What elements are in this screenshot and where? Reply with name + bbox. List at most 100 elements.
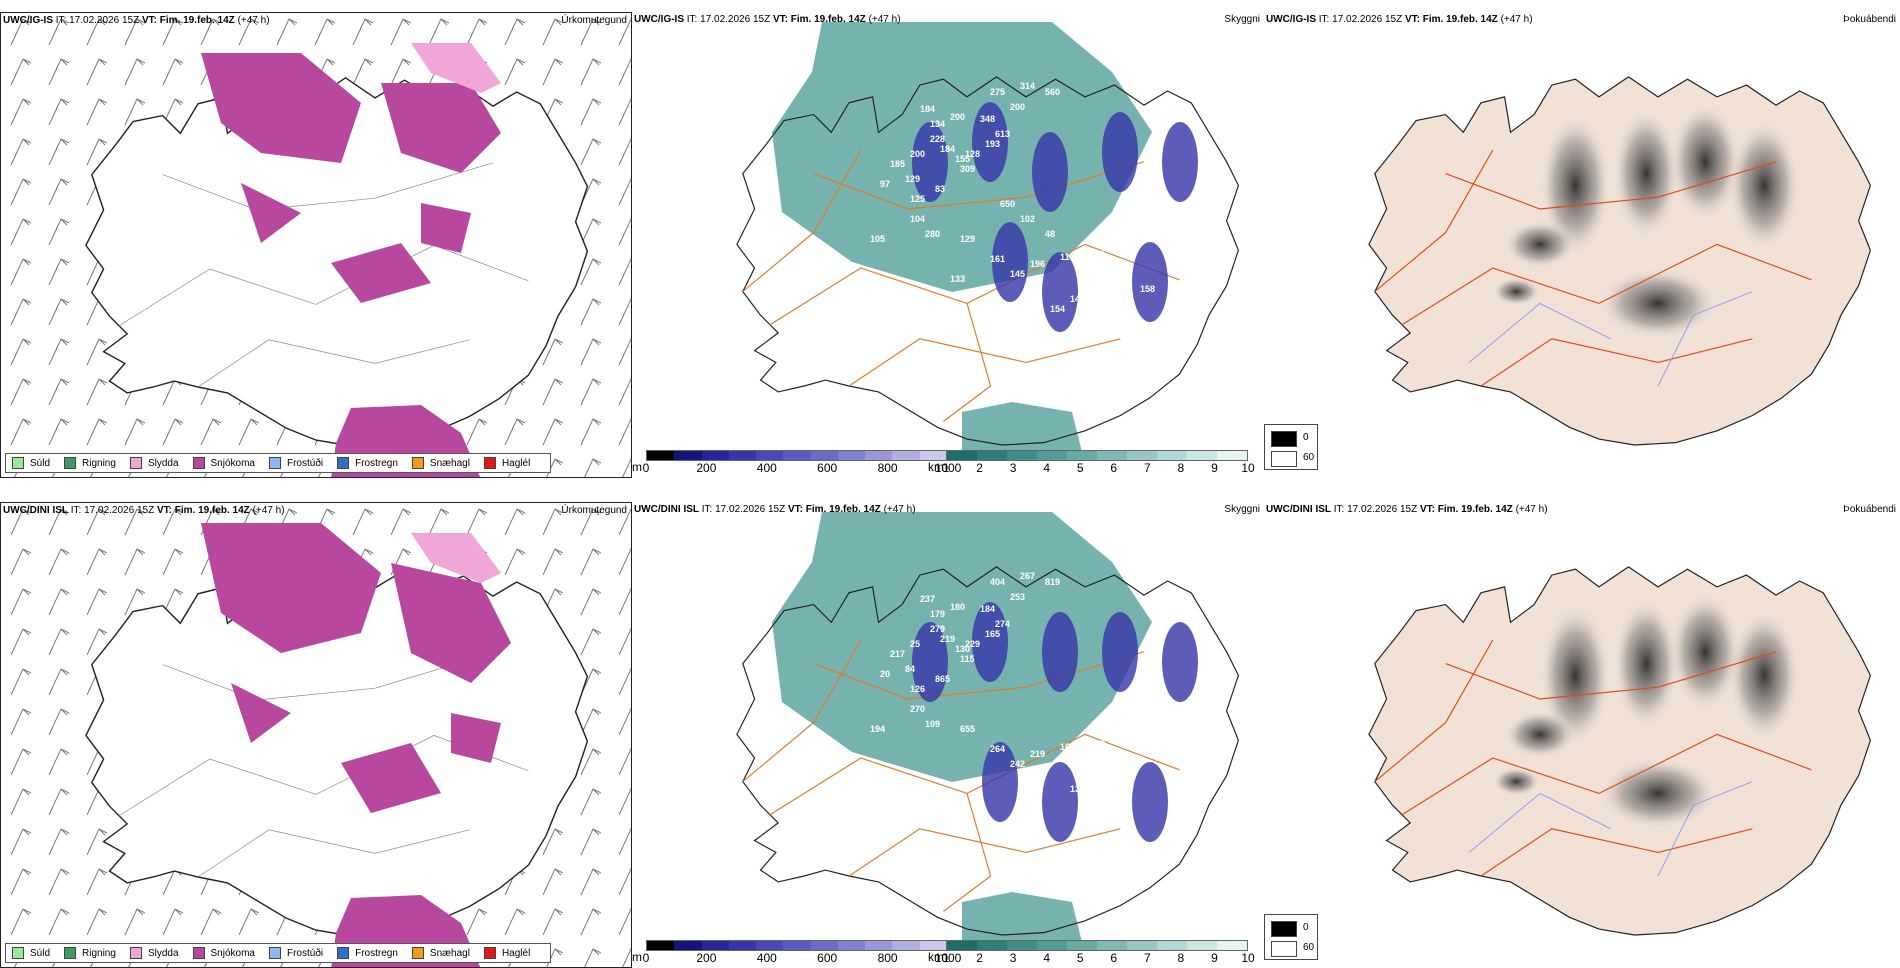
ceiling-colorbar: 0 200 400 600 800 1000 m	[632, 450, 961, 475]
colorbar-tick: 600	[817, 461, 838, 475]
ceiling-value-label: 179	[930, 609, 945, 619]
ceiling-value-label: 128	[965, 149, 980, 159]
ceiling-value-label: 165	[985, 629, 1000, 639]
fog-indicator-panel: Þokuábendi 0 60 UWC/DINI ISL IT: 17.02.2…	[1264, 502, 1900, 968]
colorbar-tick: 3	[1009, 461, 1017, 475]
run-header: UWC/DINI ISL IT: 17.02.2026 15Z VT: Fim.…	[3, 505, 285, 516]
ceiling-value-label: 819	[1045, 577, 1060, 587]
ceiling-value-label: 193	[985, 139, 1000, 149]
ceiling-value-label: 83	[935, 184, 945, 194]
legend-item: Slydda	[129, 947, 179, 959]
run-header: UWC/DINI ISL IT: 17.02.2026 15Z VT: Fim.…	[1266, 504, 1548, 515]
legend-swatch	[411, 457, 424, 469]
ceiling-value-label: 161	[990, 254, 1005, 264]
legend-item: Slydda	[129, 457, 179, 469]
ceiling-value-label: 134	[930, 119, 945, 129]
legend-label: Slydda	[147, 947, 179, 959]
run-header: UWC/IG-IS IT: 17.02.2026 15Z VT: Fim. 19…	[1266, 14, 1533, 25]
ceiling-value-label: 267	[1020, 571, 1035, 581]
legend-label: Snæhagl	[429, 947, 470, 959]
ceiling-value-label: 121	[1090, 249, 1105, 259]
ceiling-value-label: 241	[1120, 309, 1135, 319]
ceiling-value-label: 104	[910, 214, 925, 224]
ceiling-value-label: 655	[960, 724, 975, 734]
snow-area	[451, 713, 501, 763]
ceiling-value-label: 314	[1020, 81, 1035, 91]
legend-swatch	[129, 947, 142, 959]
ceiling-value-label: 280	[925, 229, 940, 239]
snow-area	[201, 53, 361, 163]
ceiling-value-label: 185	[890, 159, 905, 169]
low-ceiling-area	[912, 622, 948, 702]
fog-title: Þokuábendi	[1843, 14, 1896, 25]
sleet-area	[411, 533, 501, 583]
fog-title: Þokuábendi	[1843, 504, 1896, 515]
ceiling-visibility-panel: 560 314 275 200 348 613 128 228 193 309 184 200 134 1…	[632, 12, 1264, 478]
legend-label: Frostúði	[286, 457, 324, 469]
ceiling-value-label: 102	[1020, 214, 1035, 224]
snow-area	[231, 683, 291, 743]
colorbar-tick: 7	[1143, 951, 1151, 965]
ceiling-visibility-panel: 819 267 404 253 184 274 229 279 165 115 237 180 179 2…	[632, 502, 1264, 968]
ceiling-value-label: 404	[990, 577, 1005, 587]
legend-item: Frostregn	[337, 457, 398, 469]
legend-swatch	[337, 457, 350, 469]
ceiling-value-label: 180	[950, 602, 965, 612]
colorbar-tick: 200	[696, 951, 717, 965]
model-name: UWC/DINI ISL	[634, 504, 699, 515]
colorbar-tick: 8	[1177, 951, 1185, 965]
ceiling-value-label: 196	[1030, 259, 1045, 269]
ceiling-value-label: 217	[890, 649, 905, 659]
ceiling-value-label: 154	[1050, 304, 1065, 314]
colorbar-tick: 9	[1211, 461, 1218, 475]
low-ceiling-area	[992, 222, 1028, 302]
ceiling-value-label: 219	[1030, 749, 1045, 759]
colorbar-tick: 600	[817, 951, 838, 965]
snow-area	[421, 203, 471, 253]
ceiling-value-label: 84	[905, 664, 915, 674]
ceiling-value-label: 650	[1000, 199, 1015, 209]
colorbar-tick: 1	[942, 461, 950, 475]
model-name: UWC/DINI ISL	[1266, 504, 1331, 515]
legend-swatch	[64, 947, 77, 959]
colorbar-tick: 200	[696, 461, 717, 475]
snow-area	[381, 83, 501, 173]
colorbar-tick: 10	[1241, 951, 1255, 965]
legend-label: Snæhagl	[429, 457, 470, 469]
ceiling-value-label: 560	[1045, 87, 1060, 97]
visibility-title: Skyggni	[1224, 14, 1260, 25]
ceiling-value-label: 865	[935, 674, 950, 684]
model-name: UWC/IG-IS	[634, 14, 684, 25]
run-header: UWC/IG-IS IT: 17.02.2026 15Z VT: Fim. 19…	[3, 15, 270, 26]
low-ceiling-area	[972, 102, 1008, 182]
legend-swatch	[192, 457, 205, 469]
model-name: UWC/IG-IS	[3, 15, 53, 26]
colorbar-tick: 400	[756, 461, 777, 475]
low-ceiling-area	[1032, 132, 1068, 212]
ceiling-value-label: 184	[940, 144, 955, 154]
legend-label: Haglél	[501, 457, 531, 469]
ceiling-value-label: 48	[1045, 229, 1055, 239]
forecast-row-igis: UWC/IG-IS IT: 17.02.2026 15Z VT: Fim. 19…	[0, 12, 1900, 478]
low-ceiling-area	[1042, 252, 1078, 332]
colorbar-tick: 0	[642, 951, 650, 965]
fog-indicator-map	[1264, 12, 1900, 478]
ceiling-value-label: 253	[1010, 592, 1025, 602]
ceiling-value-label: 270	[910, 704, 925, 714]
legend-swatch	[268, 457, 281, 469]
legend-label: Súld	[30, 457, 51, 469]
colorbar-tick: 10	[1241, 461, 1255, 475]
low-ceiling-area	[1132, 762, 1168, 842]
snow-area	[331, 243, 431, 303]
ceiling-value-label: 109	[925, 719, 940, 729]
low-ceiling-area	[1162, 122, 1198, 202]
colorbar-tick: 9	[1211, 951, 1218, 965]
fog-indicator-map	[1264, 502, 1900, 968]
ceiling-value-label: 39	[1030, 284, 1040, 294]
ceiling-value-label: 184	[980, 604, 995, 614]
precip-type-legend: Súld Rigning Slydda Snjókoma Frostúði Frostre…	[5, 943, 552, 963]
ceiling-value-label: 130	[955, 644, 970, 654]
forecast-row-dini: UWC/DINI ISL IT: 17.02.2026 15Z VT: Fim.…	[0, 502, 1900, 968]
legend-item: Snæhagl	[411, 947, 470, 959]
